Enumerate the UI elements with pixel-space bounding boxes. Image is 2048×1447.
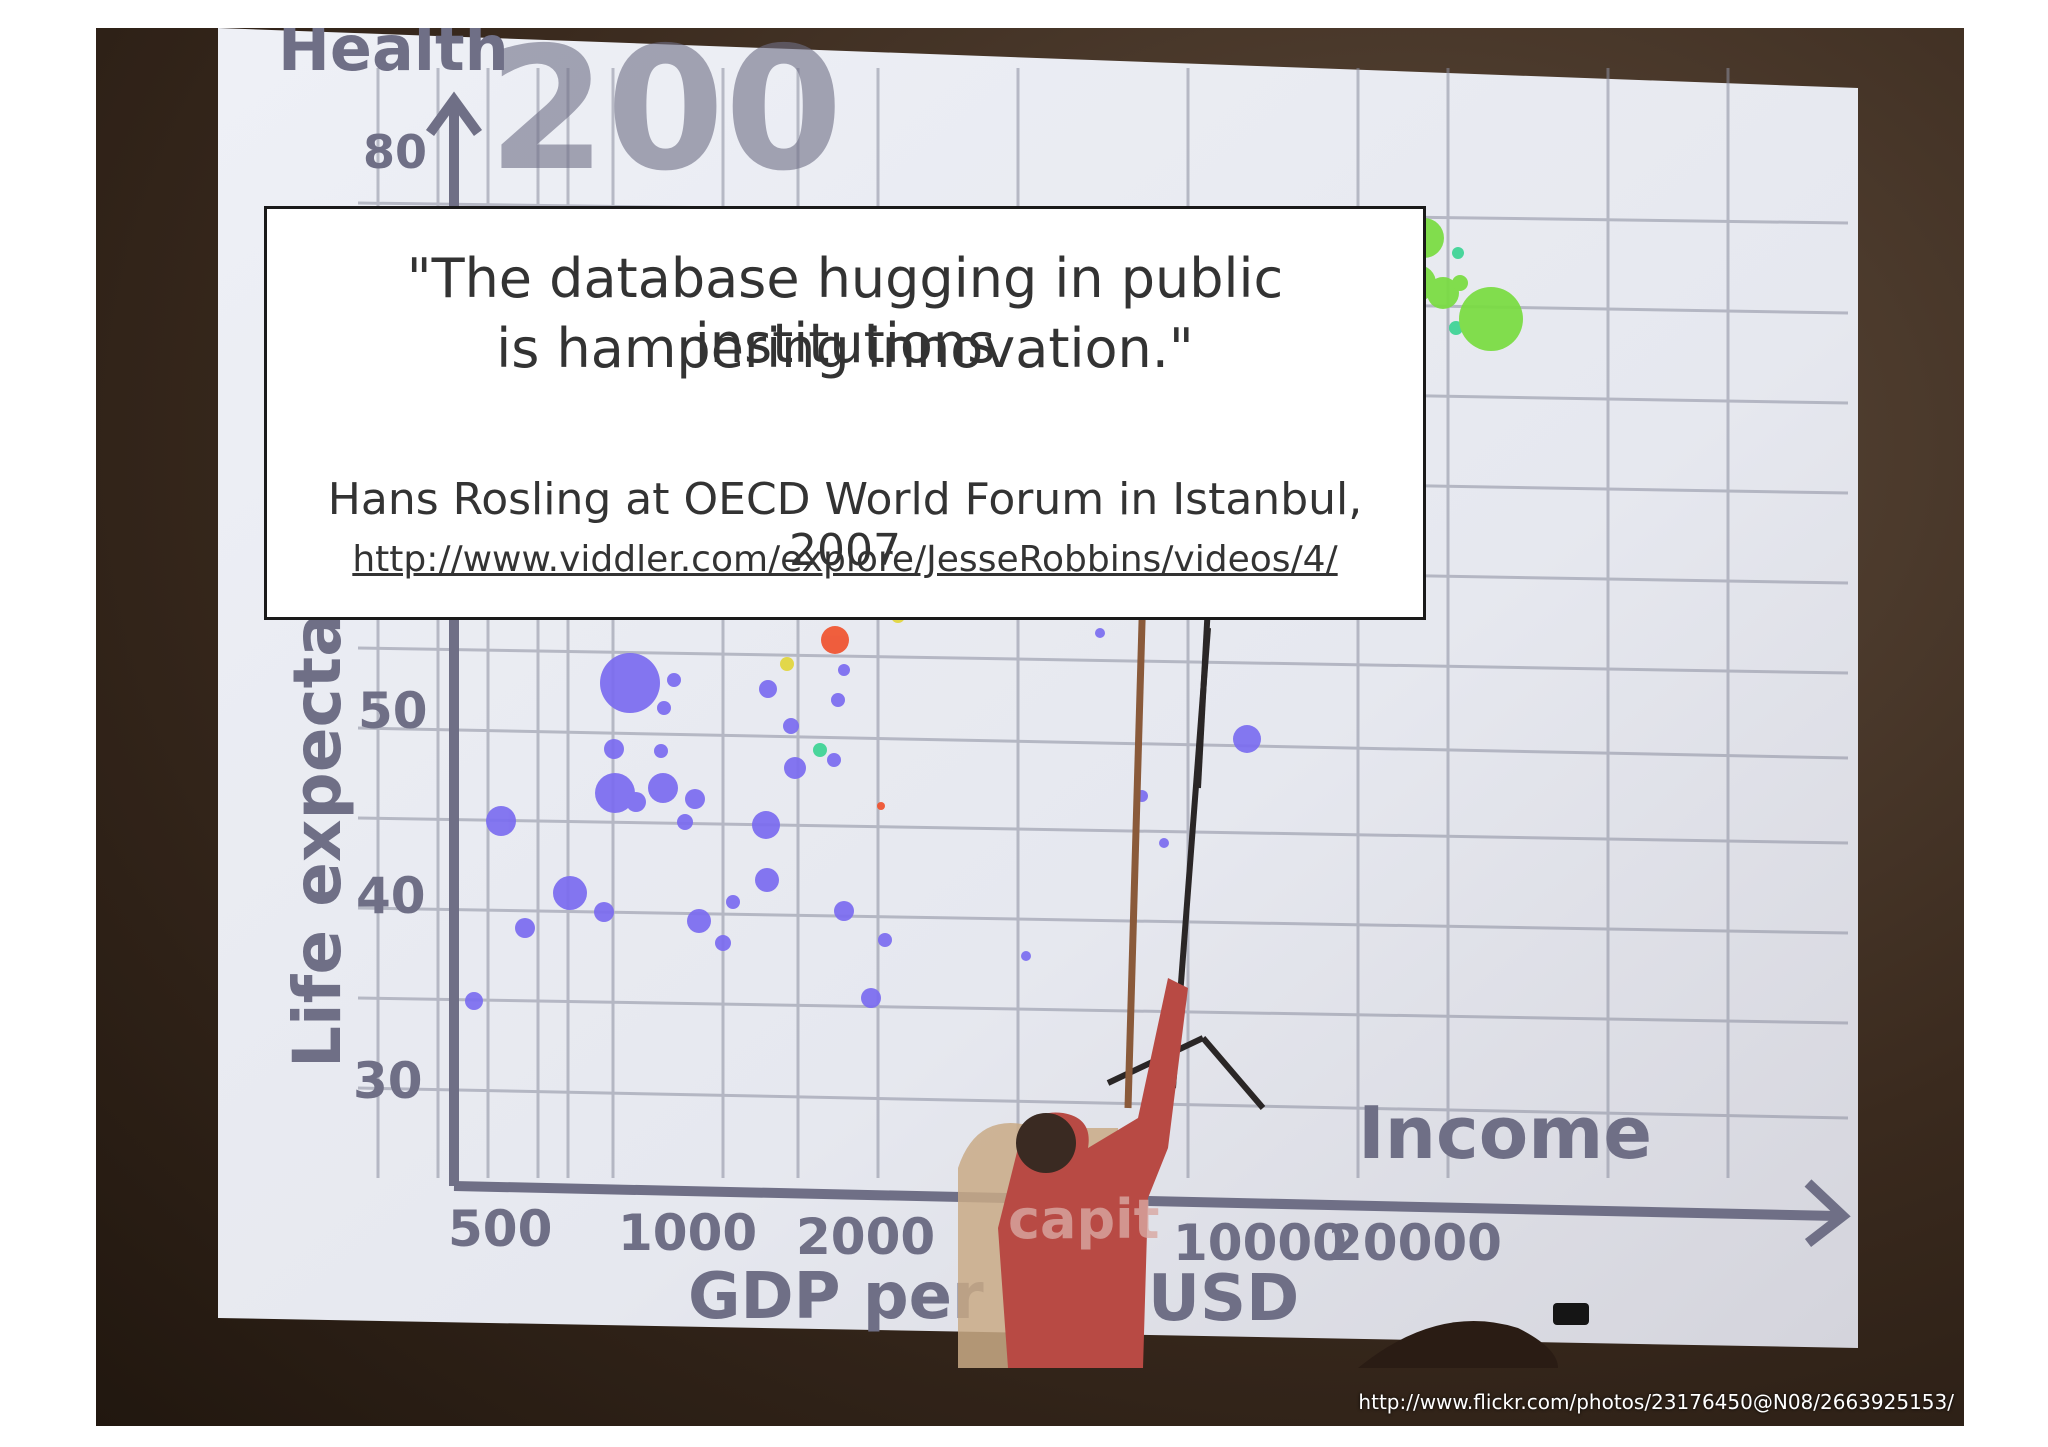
camera-icon (1553, 1303, 1589, 1325)
x-tick-10000: 10000 (1173, 1214, 1347, 1272)
presenter-silhouette: capit (958, 978, 1188, 1368)
y-tick-40: 40 (356, 867, 426, 925)
pointer-stick (1124, 587, 1147, 1109)
top-word-fragment: Health (278, 28, 509, 85)
quote-line-2: is hampering innovation." (496, 317, 1194, 380)
quote-line-1: "The database hugging in public institut… (406, 247, 1284, 375)
y-axis-label: Life expectan (279, 565, 356, 1068)
y-tick-80: 80 (363, 125, 427, 179)
x-axis-label-left: GDP per (688, 1260, 984, 1334)
presentation-photo: 200 Health 80 50 40 30 Life expectan 500… (96, 28, 1964, 1426)
shirt-text: capit (1008, 1188, 1159, 1251)
video-link[interactable]: http://www.viddler.com/explore/JesseRobb… (352, 539, 1338, 580)
photo-credit-link[interactable]: http://www.flickr.com/photos/23176450@N0… (1358, 1390, 1954, 1414)
x-axis-label-right: USD (1148, 1262, 1299, 1336)
x-tick-500: 500 (448, 1200, 552, 1258)
x-axis-word: Income (1358, 1091, 1652, 1175)
quote-box: "The database hugging in public institut… (264, 206, 1426, 620)
x-tick-20000: 20000 (1328, 1214, 1502, 1272)
quote-attribution: Hans Rosling at OECD World Forum in Ista… (327, 474, 1363, 576)
chart-grid (357, 68, 1849, 1178)
x-tick-1000: 1000 (618, 1204, 757, 1262)
y-tick-50: 50 (358, 682, 428, 740)
y-tick-30: 30 (353, 1052, 423, 1110)
year-watermark: 200 (488, 28, 843, 209)
audience-head (1358, 1321, 1558, 1368)
x-tick-2000: 2000 (796, 1208, 935, 1266)
